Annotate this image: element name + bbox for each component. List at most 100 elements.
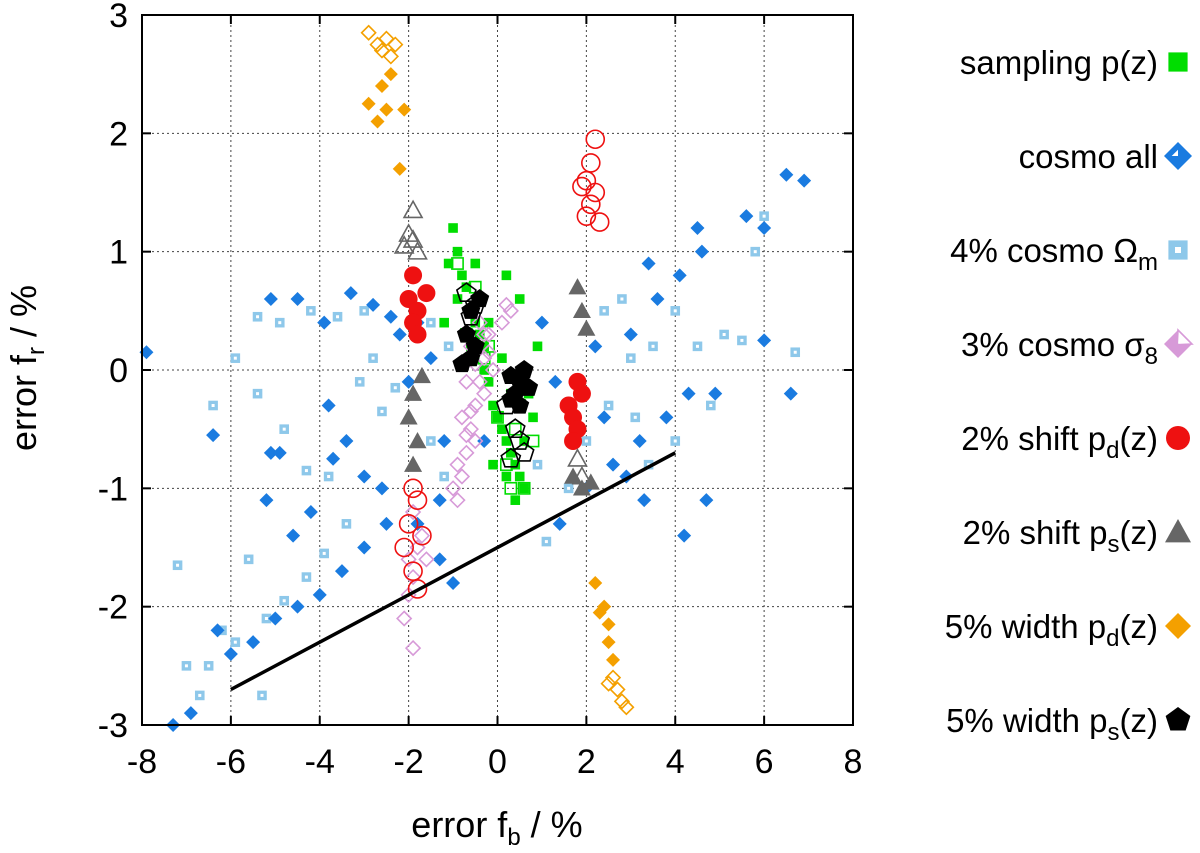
- data-point: [371, 356, 375, 360]
- data-point: [453, 468, 471, 485]
- legend-entry-5-width-ps-z: 5% width ps(z): [946, 702, 1191, 746]
- legend-label: 4% cosmo Ωm​: [950, 232, 1158, 276]
- series-cosmo-all: [139, 167, 812, 732]
- data-point: [461, 282, 472, 292]
- data-point: [393, 235, 415, 254]
- series-3-cosmo-8: [396, 296, 519, 657]
- data-point: [581, 473, 600, 490]
- data-point: [528, 412, 538, 423]
- y-tick-label: 0: [109, 352, 128, 390]
- data-point: [304, 469, 308, 473]
- data-point: [584, 439, 588, 443]
- data-point: [479, 365, 489, 375]
- data-point: [722, 333, 726, 336]
- data-point: [452, 354, 472, 373]
- data-point: [476, 326, 493, 343]
- data-point: [444, 480, 462, 497]
- data-point: [373, 42, 391, 59]
- data-point: [779, 167, 794, 182]
- legend-marker: [1165, 707, 1191, 731]
- x-tick-label: 0: [488, 743, 507, 781]
- legend-entry-cosmo-all: cosmo all: [1019, 138, 1192, 175]
- data-point: [402, 199, 424, 219]
- legend: sampling p(z) cosmo all 4% cosmo Ωm​ 3% cos…: [945, 44, 1194, 746]
- series-2-shift-pd-z: [394, 129, 610, 599]
- data-point: [399, 408, 418, 425]
- data-point: [357, 469, 372, 484]
- data-point: [407, 241, 428, 260]
- data-point: [548, 374, 563, 389]
- data-point: [510, 495, 521, 505]
- data-point: [458, 373, 475, 390]
- data-point: [407, 490, 428, 510]
- data-point: [447, 344, 451, 348]
- data-point: [501, 270, 512, 281]
- data-point: [510, 459, 521, 470]
- data-point: [418, 551, 435, 568]
- data-point: [483, 317, 494, 328]
- data-point: [509, 430, 531, 450]
- data-point: [396, 610, 413, 627]
- legend-marker: [1165, 613, 1191, 639]
- data-point: [198, 693, 202, 697]
- data-point: [451, 257, 464, 270]
- x-tick-label: -8: [127, 743, 157, 781]
- data-point: [207, 664, 211, 668]
- data-point: [585, 129, 606, 150]
- data-point: [460, 305, 482, 326]
- data-point: [519, 377, 539, 396]
- data-point: [379, 102, 394, 117]
- data-point: [501, 471, 512, 482]
- data-point: [504, 418, 526, 439]
- legend-entry-2-shift-pd-z: 2% shift pd(z): [961, 420, 1190, 464]
- data-point: [282, 599, 286, 603]
- data-point: [462, 421, 479, 438]
- data-point: [564, 467, 583, 484]
- data-point: [491, 410, 504, 424]
- data-point: [797, 173, 812, 188]
- data-point: [358, 380, 362, 384]
- x-tick-label: 2: [577, 743, 596, 781]
- legend-label: 5% width pd(z): [945, 608, 1158, 652]
- data-point: [417, 284, 436, 303]
- data-point: [589, 212, 610, 232]
- data-point: [581, 194, 601, 215]
- data-point: [392, 161, 407, 176]
- data-point: [404, 384, 423, 401]
- x-tick-label: 6: [755, 743, 774, 781]
- data-point: [699, 493, 714, 508]
- data-point: [383, 67, 398, 82]
- legend-label: 5% width ps(z): [946, 702, 1158, 746]
- data-point: [708, 386, 723, 401]
- data-point: [510, 395, 530, 414]
- data-point: [606, 652, 621, 667]
- data-point: [757, 221, 772, 235]
- data-point: [508, 422, 522, 436]
- data-point: [378, 30, 395, 47]
- data-point: [361, 96, 376, 111]
- y-axis-label: error fr / %: [3, 285, 50, 451]
- data-point: [650, 292, 665, 306]
- data-point: [497, 424, 507, 434]
- data-point: [256, 315, 260, 319]
- data-point: [623, 327, 638, 342]
- data-point: [739, 209, 754, 224]
- data-point: [513, 441, 535, 462]
- data-point: [581, 153, 601, 173]
- data-point: [290, 292, 305, 306]
- data-point: [572, 479, 591, 496]
- data-point: [753, 250, 757, 254]
- legend-label: 2% shift pd(z): [961, 420, 1158, 464]
- data-point: [568, 372, 587, 391]
- data-point: [449, 492, 466, 509]
- data-point: [673, 439, 677, 443]
- legend-marker-shape: [1165, 519, 1191, 543]
- data-point: [474, 329, 485, 340]
- data-point: [437, 434, 452, 448]
- data-point: [210, 623, 225, 638]
- data-point: [488, 459, 498, 470]
- data-point: [534, 315, 549, 330]
- legend-marker-shape: [1176, 328, 1194, 346]
- data-point: [309, 309, 313, 313]
